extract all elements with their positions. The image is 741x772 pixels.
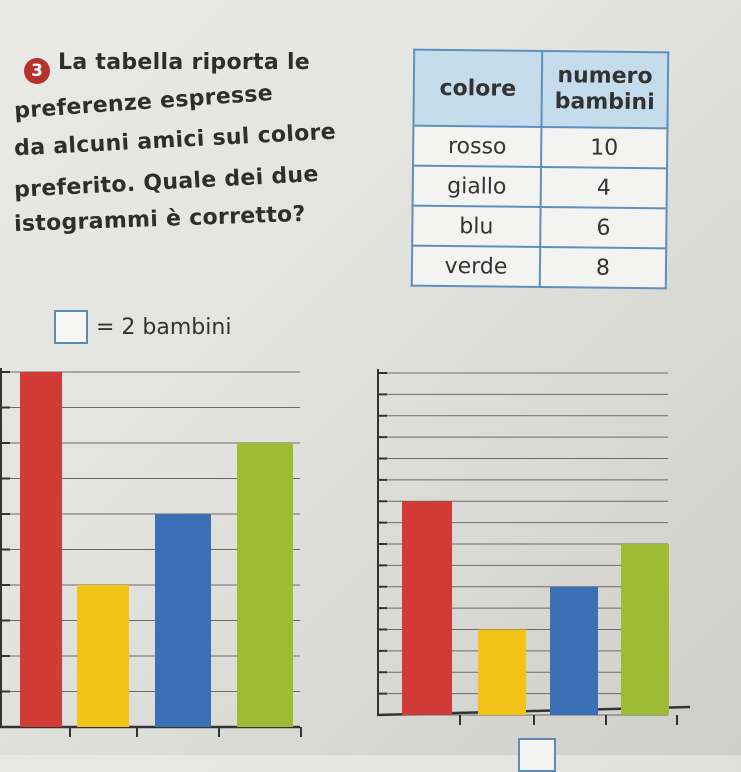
answer-box[interactable]	[518, 738, 556, 772]
histograms	[0, 368, 691, 737]
bar-blu	[550, 586, 598, 715]
legend-text: = 2 bambini	[96, 314, 232, 340]
bar-rosso	[20, 372, 62, 727]
bar-giallo	[77, 585, 129, 727]
bar-giallo	[478, 629, 526, 715]
histogram-right	[376, 369, 691, 725]
bar-blu	[155, 514, 211, 727]
bar-verde	[621, 544, 669, 715]
bar-verde	[237, 443, 293, 727]
exercise-number-badge: 3	[24, 58, 50, 84]
legend-square-icon	[54, 310, 88, 344]
legend: = 2 bambini	[54, 310, 231, 344]
bar-rosso	[402, 501, 452, 715]
exercise-text-line-1: La tabella riporta le	[58, 50, 311, 75]
histogram-left	[0, 368, 302, 737]
